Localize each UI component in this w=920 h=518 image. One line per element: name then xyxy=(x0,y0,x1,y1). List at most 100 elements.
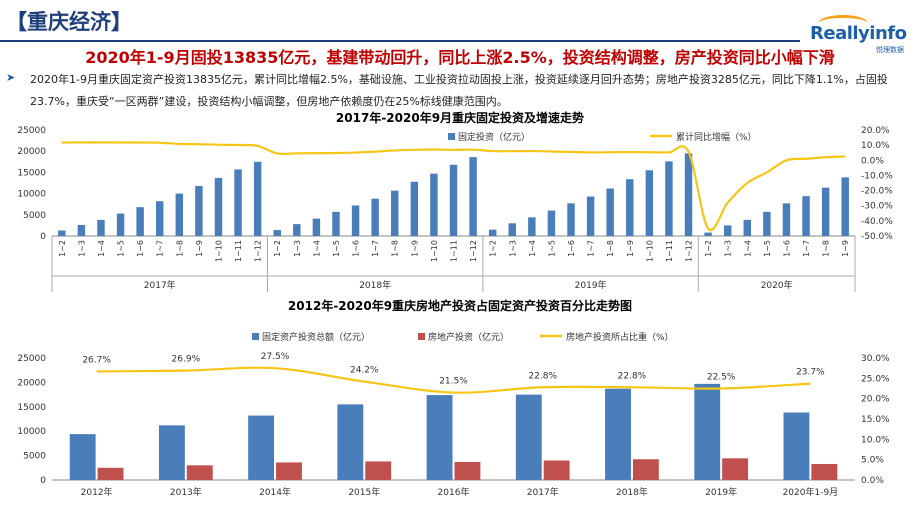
chart2-realestate-bar xyxy=(543,460,570,480)
chart2-y-right-tick: 25.0% xyxy=(861,374,890,384)
chart2-total-bar xyxy=(605,388,631,480)
chart1-bar xyxy=(528,217,536,236)
chart1-x-tick: 1~4 xyxy=(97,240,106,257)
page-title: 【重庆经济】 xyxy=(6,10,132,34)
chart2-realestate-bar xyxy=(186,465,213,480)
chart1-x-tick: 1~3 xyxy=(77,240,86,257)
chart1-y-left-tick: 0 xyxy=(40,232,46,242)
chart1-y-left-tick: 5000 xyxy=(23,211,46,221)
chart1-bar xyxy=(488,229,497,236)
chart1-x-tick: 1~5 xyxy=(332,240,341,257)
chart2-legend-realestate-swatch xyxy=(418,333,425,340)
brand-logo: Reallyinfo 悦理数据 xyxy=(810,15,910,57)
chart2-x-tick: 2014年 xyxy=(259,486,291,498)
chart1-bar xyxy=(547,210,556,236)
chart2-realestate-bar xyxy=(632,459,659,480)
chart1-y-right-tick: -50.0% xyxy=(861,232,893,242)
chart2-share-data-label: 27.5% xyxy=(261,352,290,362)
chart1-x-tick: 1~3 xyxy=(724,240,733,257)
chart1-legend-bar-swatch xyxy=(448,133,455,140)
chart2-share-data-label: 24.2% xyxy=(350,366,379,376)
chart1-bar xyxy=(743,219,752,236)
chart1-bar xyxy=(214,177,223,236)
chart1-bar xyxy=(684,153,693,236)
chart1-bar xyxy=(155,201,164,236)
chart1-bar xyxy=(469,157,477,236)
chart2-y-right-tick: 0.0% xyxy=(861,476,884,486)
chart1-y-right-tick: 0.0% xyxy=(861,156,884,166)
chart2-realestate-bar xyxy=(365,461,392,480)
chart1-bar xyxy=(410,181,419,236)
chart1-x-tick: 1~2 xyxy=(58,240,67,257)
headline: 2020年1-9月固投13835亿元，基建带动回升，同比上涨2.5%，投资结构调… xyxy=(85,48,835,67)
chart1-bar xyxy=(645,170,654,236)
chart2-share-data-label: 22.8% xyxy=(618,371,647,381)
chart2-y-left-tick: 25000 xyxy=(17,354,46,364)
chart1-bar xyxy=(195,185,203,236)
chart-real-estate-share: 2012年-2020年9重庆房地产投资占固定资产投资百分比走势图固定资产投资总额… xyxy=(17,298,890,498)
chart1-x-tick: 1~9 xyxy=(410,240,419,257)
chart2-y-right-tick: 5.0% xyxy=(861,456,884,466)
chart1-x-tick: 1~2 xyxy=(704,240,713,257)
chart2-realestate-bar xyxy=(276,462,302,480)
chart1-growth-line xyxy=(61,141,846,232)
chart2-x-tick: 2018年 xyxy=(616,486,648,498)
chart1-bar xyxy=(782,203,791,236)
chart1-bar xyxy=(763,211,771,236)
chart1-y-left-tick: 15000 xyxy=(17,168,46,178)
chart1-x-tick: 1~6 xyxy=(352,240,361,257)
summary-text: 2020年1-9月重庆固定资产投资13835亿元，累计同比增幅2.5%，基础设施… xyxy=(30,73,888,108)
chart2-share-data-label: 22.5% xyxy=(707,373,736,383)
chart2-y-left-tick: 10000 xyxy=(17,427,46,437)
chart2-share-data-label: 21.5% xyxy=(439,377,468,387)
chart1-x-tick: 1~7 xyxy=(802,240,811,257)
chart1-bar xyxy=(253,161,262,236)
chart1-bar xyxy=(508,223,516,236)
chart1-bar xyxy=(430,173,438,236)
logo-arc-icon xyxy=(818,15,868,32)
chart2-realestate-bar xyxy=(97,467,124,480)
chart2-x-tick: 2015年 xyxy=(348,486,380,498)
chart1-x-tick: 1~4 xyxy=(743,240,752,257)
chart1-x-tick: 1~12 xyxy=(469,240,478,262)
chart2-y-left-tick: 0 xyxy=(40,476,46,486)
chart2-x-tick: 2012年 xyxy=(81,486,113,498)
chart1-x-tick: 1~11 xyxy=(450,240,459,262)
chart1-y-right-tick: 10.0% xyxy=(861,141,890,151)
chart1-bar xyxy=(841,177,849,236)
chart1-x-tick: 1~3 xyxy=(508,240,517,257)
chart1-x-tick: 1~10 xyxy=(430,240,439,262)
chart1-x-tick: 1~9 xyxy=(626,240,635,257)
chart1-x-tick: 1~2 xyxy=(489,240,498,257)
chart2-legend-realestate-label: 房地产投资（亿元） xyxy=(428,331,509,343)
chart1-y-right-tick: -20.0% xyxy=(861,187,893,197)
chart2-y-right-tick: 30.0% xyxy=(861,354,890,364)
chart1-x-tick: 1~9 xyxy=(195,240,204,257)
chart1-title: 2017年-2020年9月重庆固定投资及增速走势 xyxy=(336,110,584,125)
chart1-x-tick: 1~3 xyxy=(293,240,302,257)
chart1-bar xyxy=(606,188,614,236)
chart1-bar xyxy=(704,232,712,236)
chart2-total-bar xyxy=(426,395,453,480)
chart1-y-left-tick: 20000 xyxy=(17,147,46,157)
chart1-group-label: 2018年 xyxy=(359,279,391,291)
chart2-realestate-bar xyxy=(722,458,749,480)
chart1-x-tick: 1~10 xyxy=(214,240,223,262)
chart1-bar xyxy=(273,230,281,236)
chart2-y-left-tick: 20000 xyxy=(17,378,46,388)
chart1-bar xyxy=(371,198,379,236)
logo-name: Reallyinfo xyxy=(810,23,907,44)
chart2-legend-total-label: 固定资产投资总额（亿元） xyxy=(262,331,370,343)
header-divider xyxy=(0,40,800,42)
chart1-x-tick: 1~11 xyxy=(665,240,674,262)
chart2-total-bar xyxy=(694,383,721,480)
chart1-x-tick: 1~9 xyxy=(841,240,850,257)
chart1-x-tick: 1~6 xyxy=(782,240,791,257)
chart1-x-tick: 1~6 xyxy=(136,240,145,257)
chart2-total-bar xyxy=(158,425,185,480)
chart2-legend-share-label: 房地产投资所占比重（%） xyxy=(566,331,674,343)
chart2-x-tick: 2020年1-9月 xyxy=(783,486,839,498)
chart1-bar xyxy=(332,211,340,236)
chart2-total-bar xyxy=(69,434,96,480)
chart1-legend-line-label: 累计同比增幅（%） xyxy=(676,131,757,143)
